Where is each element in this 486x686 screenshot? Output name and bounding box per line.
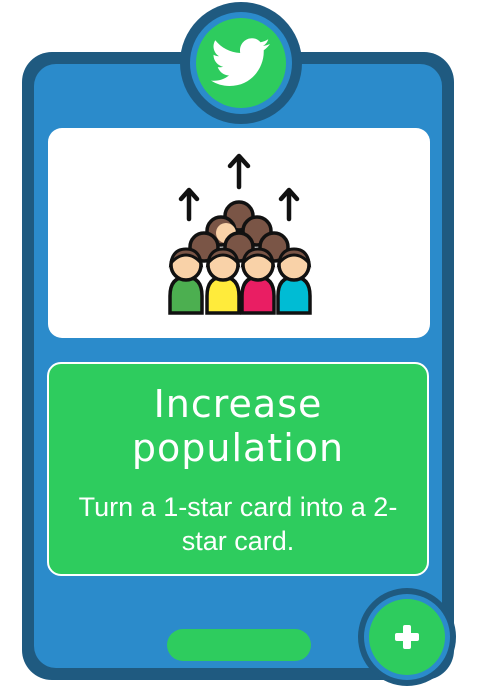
plus-icon [395, 625, 419, 649]
card-text-panel: Increase population Turn a 1-star card i… [47, 362, 429, 576]
bird-icon [211, 38, 270, 86]
population-growth-icon [168, 153, 312, 315]
card-description: Turn a 1-star card into a 2-star card. [78, 492, 398, 556]
card-type-badge [196, 18, 286, 108]
add-button[interactable] [369, 599, 445, 675]
card-title: Increase population [131, 382, 345, 470]
card-illustration-panel [48, 128, 430, 338]
card-bottom-bar [167, 629, 311, 661]
